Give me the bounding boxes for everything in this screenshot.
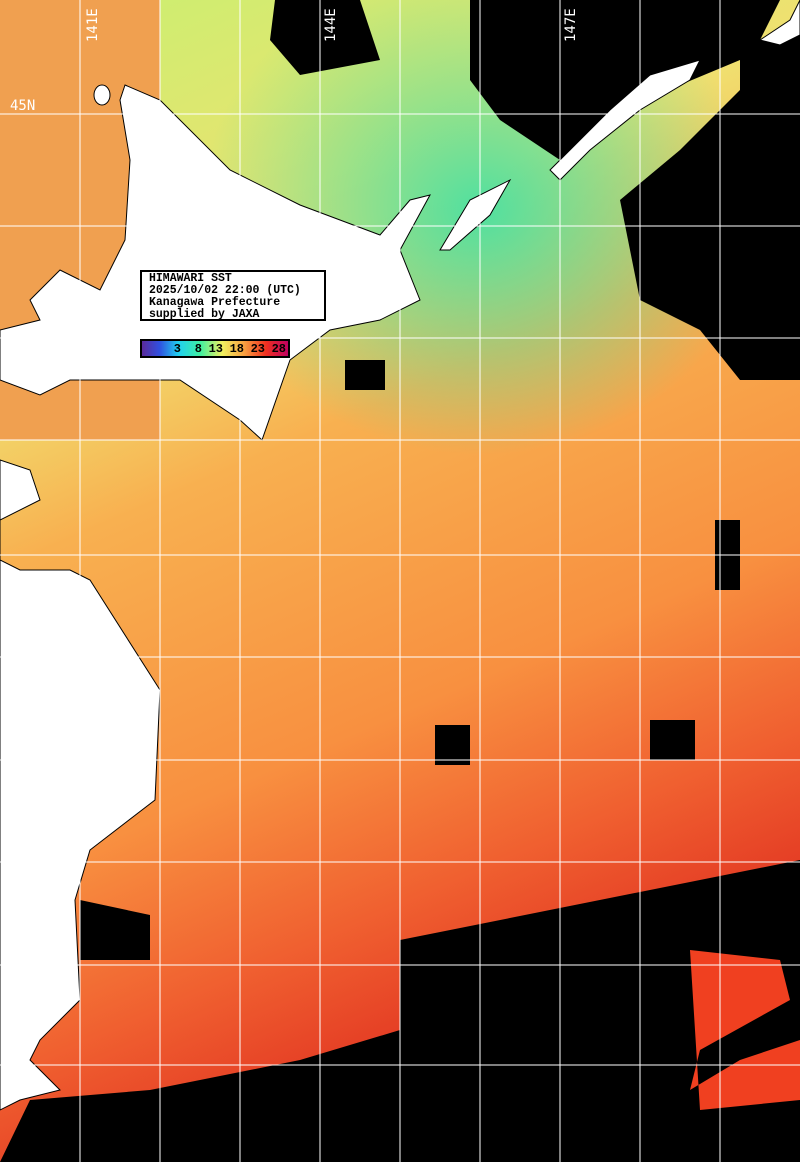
scale-tick: 18 bbox=[229, 341, 244, 356]
scale-tick: 23 bbox=[250, 341, 265, 356]
title-datetime: 2025/10/02 22:00 (UTC) bbox=[149, 284, 301, 297]
scale-tick: 13 bbox=[208, 341, 223, 356]
title-box: HIMAWARI SST 2025/10/02 22:00 (UTC) Kana… bbox=[140, 270, 326, 321]
title-region: Kanagawa Prefecture bbox=[149, 296, 281, 309]
title-credit: supplied by JAXA bbox=[149, 308, 260, 321]
lon-label-147e: 147E bbox=[563, 8, 579, 42]
lon-label-141e: 141E bbox=[85, 8, 101, 42]
scale-tick: 3 bbox=[173, 341, 181, 356]
warm-patch-east bbox=[690, 950, 800, 1110]
lat-label-45n: 45N bbox=[10, 98, 35, 114]
scale-tick: 8 bbox=[194, 341, 202, 356]
color-scale-legend: 3 8 13 18 23 28 bbox=[140, 339, 290, 358]
scale-tick: 28 bbox=[271, 341, 286, 356]
lon-label-144e: 144E bbox=[323, 8, 339, 42]
title-product: HIMAWARI SST bbox=[149, 272, 232, 285]
